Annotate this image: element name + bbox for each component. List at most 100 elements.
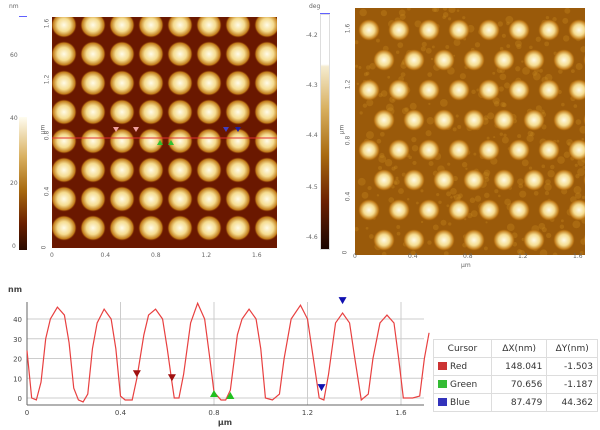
dx-value: 148.041 xyxy=(491,358,546,376)
texture-speck xyxy=(498,195,501,198)
texture-speck xyxy=(564,8,570,14)
table-row[interactable]: Blue 87.479 44.362 xyxy=(434,394,598,412)
height-image[interactable] xyxy=(52,17,277,248)
pillar-dot xyxy=(52,99,77,125)
texture-speck xyxy=(429,161,434,166)
pillar-dot xyxy=(523,49,545,71)
texture-speck xyxy=(502,137,509,144)
pillar-dot xyxy=(138,186,164,212)
phase-colorbar[interactable] xyxy=(320,14,330,250)
texture-speck xyxy=(358,178,366,186)
pillar-dot xyxy=(196,70,222,96)
texture-speck xyxy=(366,131,374,139)
pillar-dot xyxy=(225,215,251,241)
texture-speck xyxy=(494,101,500,107)
y-tick-label: 30 xyxy=(13,336,22,344)
texture-speck xyxy=(420,189,423,192)
x-tick-label: 0 xyxy=(25,409,29,417)
pillar-dot xyxy=(448,199,470,221)
pillar-dot xyxy=(196,128,222,154)
x-tick-label: 1.2 xyxy=(302,409,313,417)
texture-speck xyxy=(544,183,552,191)
texture-speck xyxy=(561,219,564,222)
pillar-dot xyxy=(418,199,440,221)
pillar-dot xyxy=(508,199,530,221)
texture-speck xyxy=(484,193,490,199)
y-tick-label: 0 xyxy=(18,395,22,403)
red-swatch xyxy=(438,362,447,370)
phase-cb-tick: -4.3 xyxy=(306,82,318,89)
texture-speck xyxy=(411,137,416,142)
texture-speck xyxy=(500,102,505,107)
texture-speck xyxy=(359,111,362,114)
pillar-dot xyxy=(167,157,193,183)
phase-cb-tick: -4.4 xyxy=(306,132,318,139)
texture-speck xyxy=(426,130,432,136)
texture-speck xyxy=(362,192,369,199)
texture-speck xyxy=(421,46,426,51)
cursor-name: Green xyxy=(450,380,477,390)
height-colorbar[interactable] xyxy=(19,117,27,250)
phase-x-tick: 0.4 xyxy=(408,253,418,260)
texture-speck xyxy=(485,221,487,223)
texture-speck xyxy=(465,168,467,170)
pillar-dot xyxy=(373,49,395,71)
texture-speck xyxy=(494,189,498,193)
texture-speck xyxy=(546,16,549,19)
pillar-dot xyxy=(80,70,106,96)
texture-speck xyxy=(385,159,392,166)
table-row[interactable]: Green 70.656 -1.187 xyxy=(434,376,598,394)
pillar-dot xyxy=(109,99,135,125)
pillar-dot xyxy=(80,157,106,183)
texture-speck xyxy=(450,196,453,199)
texture-speck xyxy=(394,165,398,169)
green-swatch xyxy=(438,380,447,388)
pillar-dot xyxy=(388,79,410,101)
texture-speck xyxy=(441,220,447,226)
profile-chart[interactable]: 0 10 20 30 40 0 0.4 0.8 1.2 1.6 µm xyxy=(0,290,430,430)
pillar-dot xyxy=(80,215,106,241)
pillar-dot xyxy=(538,19,560,41)
texture-speck xyxy=(428,103,430,105)
texture-speck xyxy=(448,17,451,20)
phase-x-tick: 0 xyxy=(353,253,357,260)
pillar-dot xyxy=(523,109,545,131)
texture-speck xyxy=(427,72,432,77)
phase-image[interactable] xyxy=(355,8,585,255)
texture-speck xyxy=(460,73,466,79)
pillar-dot xyxy=(109,70,135,96)
texture-speck xyxy=(426,48,432,54)
pillar-dot xyxy=(138,215,164,241)
cursor-name: Blue xyxy=(450,398,470,408)
height-y-tick: 0 xyxy=(40,246,47,250)
texture-speck xyxy=(363,103,367,107)
pillar-dot xyxy=(433,109,455,131)
table-row[interactable]: Red 148.041 -1.503 xyxy=(434,358,598,376)
texture-speck xyxy=(500,133,503,136)
pillar-dot xyxy=(373,169,395,191)
pillar-dot xyxy=(373,229,395,251)
pillar-dot xyxy=(167,99,193,125)
phase-colorbar-unit: deg xyxy=(309,3,320,10)
pillar-dot xyxy=(433,229,455,251)
height-colorbar-overflow xyxy=(19,16,27,17)
pillar-dot xyxy=(493,229,515,251)
phase-y-tick: 0.8 xyxy=(344,136,351,146)
pillar-dot xyxy=(448,79,470,101)
pillar-dot xyxy=(493,49,515,71)
phase-cb-tick: -4.2 xyxy=(306,32,318,39)
pillar-dot xyxy=(538,199,560,221)
phase-y-label: µm xyxy=(338,125,345,135)
height-x-tick: 0 xyxy=(50,252,54,259)
texture-speck xyxy=(364,72,368,76)
pillar-dot xyxy=(225,41,251,67)
phase-y-tick: 0 xyxy=(341,251,348,255)
texture-speck xyxy=(377,194,379,196)
texture-speck xyxy=(355,65,358,68)
col-dx: ΔX(nm) xyxy=(491,340,546,358)
texture-speck xyxy=(522,159,529,166)
height-x-tick: 0.4 xyxy=(101,252,111,259)
phase-colorbar-overflow xyxy=(320,13,330,14)
dx-value: 87.479 xyxy=(491,394,546,412)
pillar-dot xyxy=(109,128,135,154)
